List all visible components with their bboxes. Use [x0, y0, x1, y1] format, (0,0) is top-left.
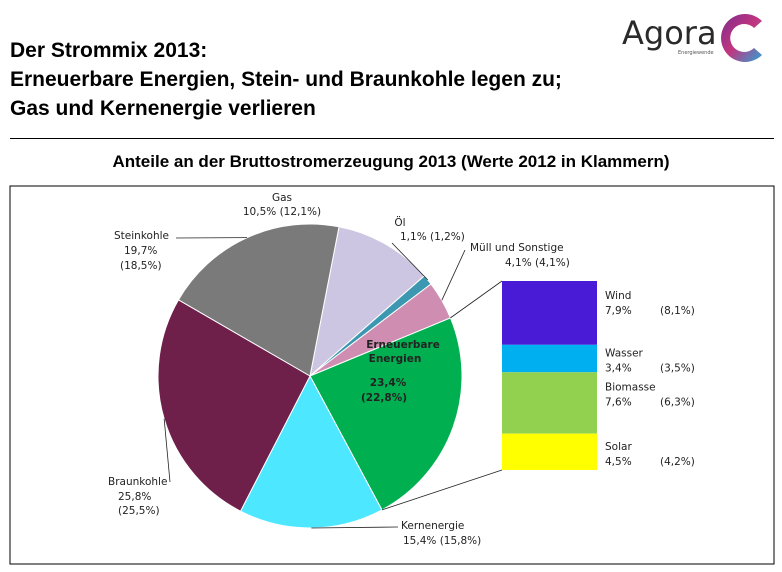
- pie-slice-gas: [309, 226, 426, 378]
- label-oel-name: Öl: [394, 216, 405, 229]
- breakdown-bar-biomasse: [502, 372, 597, 434]
- headline-line-3: Gas und Kernenergie verlieren: [10, 97, 316, 120]
- breakdown-label-wasser-value-2012: (3,5%): [660, 363, 695, 375]
- label-muell-value: 4,1% (4,1%): [505, 257, 570, 269]
- breakdown-bar-wind: [502, 281, 597, 345]
- breakdown-label-biomasse-name: Biomasse: [605, 381, 656, 393]
- label-muell-name: Müll und Sonstige: [470, 242, 564, 254]
- breakdown-bar-solar: [502, 433, 597, 470]
- breakdown-label-solar-name: Solar: [605, 441, 632, 453]
- breakdown-label-biomasse-value: 7,6%: [605, 396, 632, 408]
- leader-line-kernenergie: [311, 526, 399, 529]
- chart-title: Anteile an der Bruttostromerzeugung 2013…: [112, 152, 670, 171]
- leader-line-braunkohle: [163, 418, 171, 483]
- headline-line-2: Erneuerbare Energien, Stein- und Braunko…: [10, 68, 562, 91]
- label-kernenergie-value: 15,4% (15,8%): [403, 535, 481, 547]
- logo-tagline: Energiewende: [678, 50, 714, 56]
- label-braunkohle-value: 25,8%: [118, 491, 151, 503]
- label-steinkohle-name: Steinkohle: [114, 230, 169, 242]
- title-divider: [10, 138, 774, 139]
- label-gas-name: Gas: [272, 192, 292, 204]
- label-erneuerbare-value: 23,4%: [370, 377, 407, 389]
- label-steinkohle-value-2012: (18,5%): [120, 260, 162, 272]
- label-oel-value: 1,1% (1,2%): [400, 231, 465, 243]
- label-gas-value: 10,5% (12,1%): [243, 206, 321, 218]
- pie-slice-kernenergie: [239, 374, 383, 529]
- breakdown-label-wasser-value: 3,4%: [605, 363, 632, 375]
- breakdown-label-wind-value-2012: (8,1%): [660, 305, 695, 317]
- label-steinkohle-value: 19,7%: [124, 245, 157, 257]
- leader-line-breakdown-bottom: [381, 469, 503, 511]
- label-erneuerbare-name-1: Erneuerbare: [366, 339, 440, 351]
- breakdown-label-biomasse-value-2012: (6,3%): [660, 396, 695, 408]
- breakdown-label-wind-name: Wind: [605, 290, 631, 302]
- label-kernenergie-name: Kernenergie: [401, 520, 464, 532]
- breakdown-label-solar-value: 4,5%: [605, 456, 632, 468]
- logo-wordmark: Agora: [622, 14, 717, 52]
- breakdown-label-solar-value-2012: (4,2%): [660, 456, 695, 468]
- leader-line-oel: [391, 242, 429, 281]
- breakdown-label-wind-value: 7,9%: [605, 305, 632, 317]
- label-erneuerbare-name-2: Energien: [369, 353, 422, 365]
- label-braunkohle-name: Braunkohle: [108, 476, 167, 488]
- agora-logo-icon: [721, 14, 762, 63]
- leader-line-muell-und-sonstige: [441, 249, 466, 301]
- label-erneuerbare-value-2012: (22,8%): [361, 392, 407, 404]
- pie-slice-steinkohle: [177, 223, 340, 377]
- headline-line-1: Der Strommix 2013:: [10, 39, 208, 62]
- leader-line-breakdown-top: [450, 280, 503, 319]
- breakdown-bar-wasser: [502, 344, 597, 373]
- pie-slice-erneuerbare-energien: [309, 317, 463, 511]
- breakdown-label-wasser-name: Wasser: [605, 348, 644, 360]
- headline: Der Strommix 2013: Erneuerbare Energien,…: [10, 36, 562, 123]
- chart-frame: [9, 185, 775, 565]
- label-braunkohle-value-2012: (25,5%): [118, 505, 160, 517]
